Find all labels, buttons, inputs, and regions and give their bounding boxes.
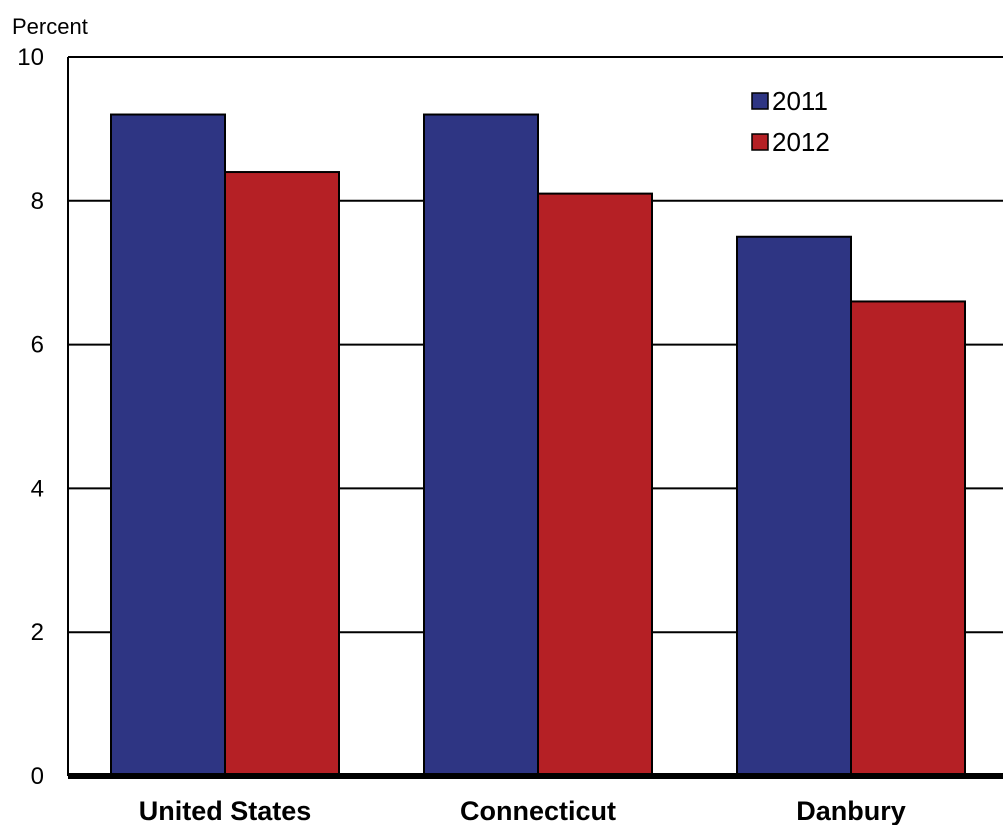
x-tick-label: Connecticut [460, 796, 616, 825]
legend-label: 2012 [772, 127, 830, 157]
legend-label: 2011 [772, 86, 828, 116]
bar-2011-connecticut [423, 113, 539, 777]
x-tick-label: Danbury [796, 796, 906, 825]
y-tick-label: 4 [31, 475, 44, 502]
y-axis-label: Percent [12, 14, 88, 39]
x-tick-labels: United States Connecticut Danbury [139, 796, 906, 825]
bar-2011-danbury [736, 235, 852, 777]
legend-swatch [751, 133, 769, 151]
bar-2012-connecticut [537, 192, 653, 778]
x-tick-label: United States [139, 796, 312, 825]
legend-swatch [751, 92, 769, 110]
y-tick-label: 10 [17, 44, 44, 71]
y-tick-label: 8 [31, 188, 44, 215]
bar-2012-united-states [224, 171, 340, 778]
y-tick-label: 6 [31, 332, 44, 359]
legend: 2011 2012 [751, 86, 830, 157]
y-tick-label: 2 [31, 619, 44, 646]
bar-2011-united-states [110, 113, 226, 777]
y-tick-labels: 0 2 4 6 8 10 [17, 44, 44, 790]
y-tick-label: 0 [31, 763, 44, 790]
bars [110, 113, 966, 778]
axes [67, 56, 1003, 779]
bar-2012-danbury [850, 300, 966, 777]
